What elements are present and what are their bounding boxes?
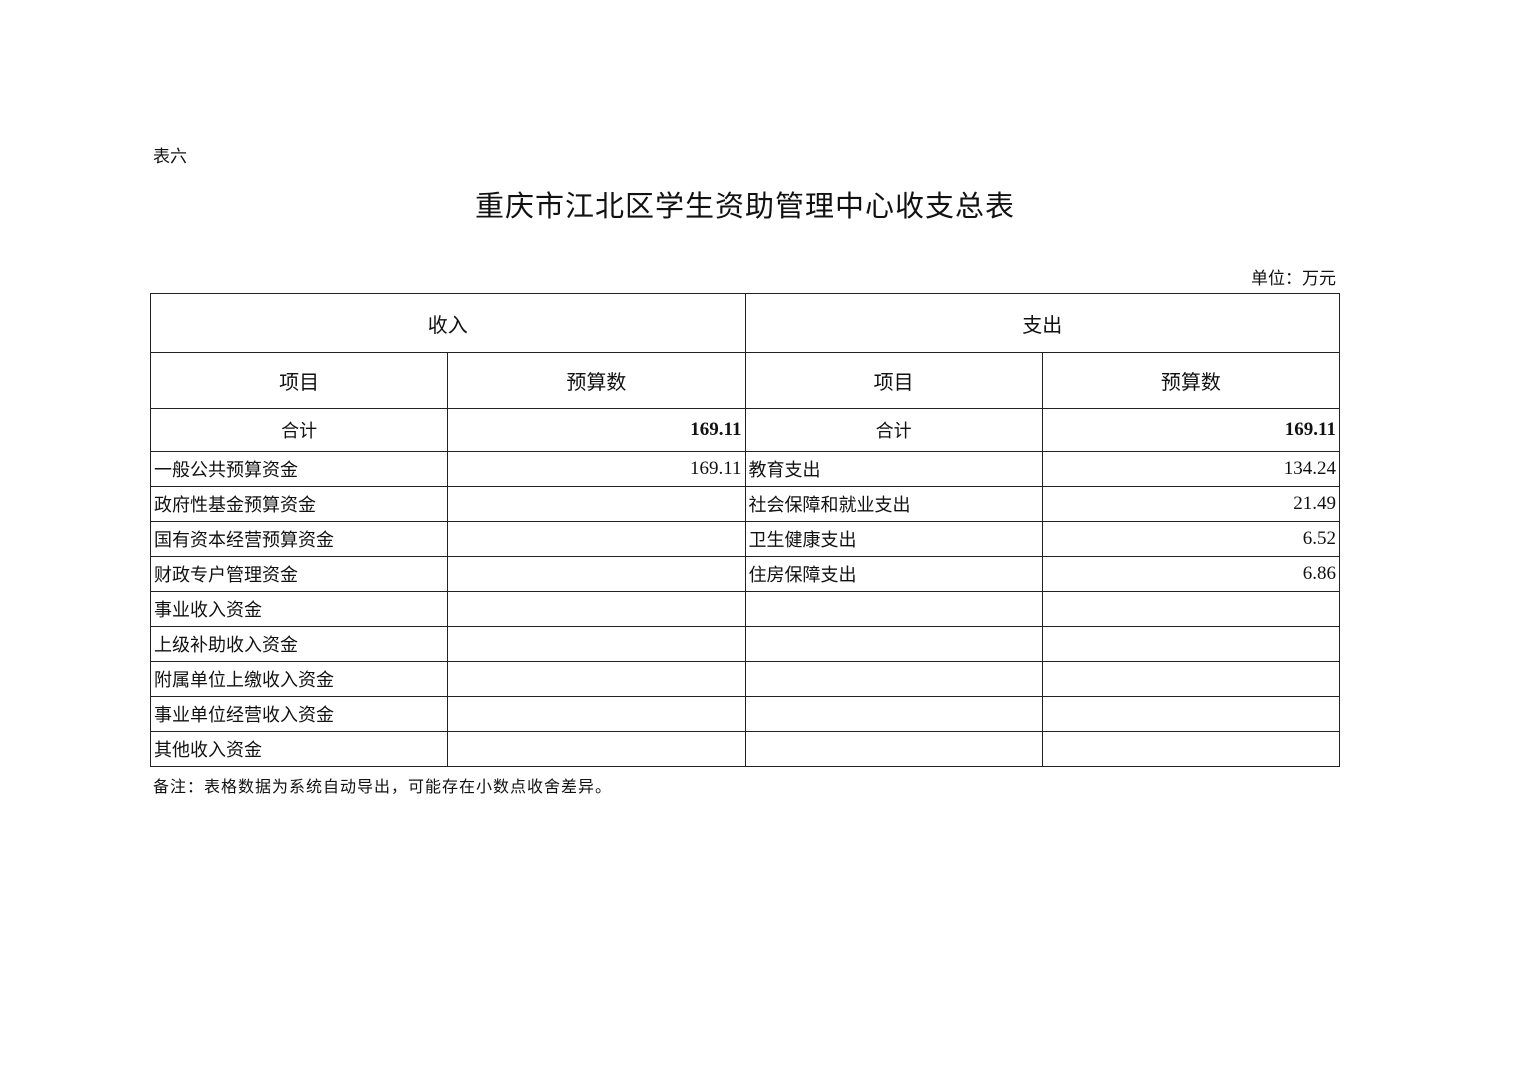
- expense-item: 社会保障和就业支出: [744, 486, 1043, 522]
- table-row: 其他收入资金: [149, 731, 1341, 767]
- income-item: 事业收入资金: [149, 591, 449, 627]
- expense-value: 6.52: [1041, 521, 1341, 557]
- table-row: 附属单位上缴收入资金: [149, 661, 1341, 697]
- expense-total-label: 合计: [744, 408, 1043, 452]
- budget-table: 收入 支出 项目 预算数 项目 预算数 合计 169.11 合计 169.11 …: [149, 293, 1341, 767]
- income-item: 其他收入资金: [149, 731, 449, 767]
- income-header: 收入: [150, 293, 746, 353]
- expense-value: [1041, 696, 1341, 732]
- income-item: 一般公共预算资金: [149, 451, 449, 487]
- expense-item: [744, 661, 1043, 697]
- income-item: 事业单位经营收入资金: [149, 696, 449, 732]
- header-row-columns: 项目 预算数 项目 预算数: [149, 352, 1341, 409]
- expense-value: [1041, 626, 1341, 662]
- expense-value: [1041, 591, 1341, 627]
- income-value: 169.11: [447, 451, 746, 487]
- expense-value: 6.86: [1041, 556, 1341, 592]
- income-item: 上级补助收入资金: [149, 626, 449, 662]
- expense-value: [1041, 661, 1341, 697]
- table-row: 一般公共预算资金 169.11 教育支出 134.24: [149, 451, 1341, 487]
- income-item: 国有资本经营预算资金: [149, 521, 449, 557]
- expense-item: 教育支出: [744, 451, 1043, 487]
- income-value: [447, 626, 746, 662]
- expense-value: [1041, 731, 1341, 767]
- expense-item: [744, 731, 1043, 767]
- expense-item: 卫生健康支出: [744, 521, 1043, 557]
- income-item-header: 项目: [149, 352, 449, 409]
- table-row: 事业收入资金: [149, 591, 1341, 627]
- income-total-value: 169.11: [447, 408, 746, 452]
- unit-label: 单位：万元: [1251, 269, 1336, 289]
- income-value: [447, 521, 746, 557]
- table-number: 表六: [153, 147, 187, 167]
- total-row: 合计 169.11 合计 169.11: [149, 408, 1341, 452]
- income-value: [447, 661, 746, 697]
- expense-item: [744, 591, 1043, 627]
- income-value: [447, 556, 746, 592]
- income-value: [447, 486, 746, 522]
- income-item: 附属单位上缴收入资金: [149, 661, 449, 697]
- table-row: 国有资本经营预算资金 卫生健康支出 6.52: [149, 521, 1341, 557]
- income-value: [447, 591, 746, 627]
- page-title: 重庆市江北区学生资助管理中心收支总表: [474, 189, 1015, 223]
- expense-item: [744, 626, 1043, 662]
- table-row: 事业单位经营收入资金: [149, 696, 1341, 732]
- income-value: [447, 731, 746, 767]
- table-row: 政府性基金预算资金 社会保障和就业支出 21.49: [149, 486, 1341, 522]
- table-row: 财政专户管理资金 住房保障支出 6.86: [149, 556, 1341, 592]
- income-item: 财政专户管理资金: [149, 556, 449, 592]
- expense-value: 21.49: [1041, 486, 1341, 522]
- expense-total-value: 169.11: [1041, 408, 1341, 452]
- expense-item: [744, 696, 1043, 732]
- table-row: 上级补助收入资金: [149, 626, 1341, 662]
- income-total-label: 合计: [149, 408, 449, 452]
- expense-value: 134.24: [1041, 451, 1341, 487]
- footnote: 备注：表格数据为系统自动导出，可能存在小数点收舍差异。: [153, 777, 613, 796]
- expense-item-header: 项目: [744, 352, 1043, 409]
- expense-item: 住房保障支出: [744, 556, 1043, 592]
- income-budget-header: 预算数: [447, 352, 746, 409]
- expense-budget-header: 预算数: [1041, 352, 1341, 409]
- header-row-group: 收入 支出: [150, 293, 1340, 353]
- expense-header: 支出: [744, 293, 1340, 353]
- income-value: [447, 696, 746, 732]
- income-item: 政府性基金预算资金: [149, 486, 449, 522]
